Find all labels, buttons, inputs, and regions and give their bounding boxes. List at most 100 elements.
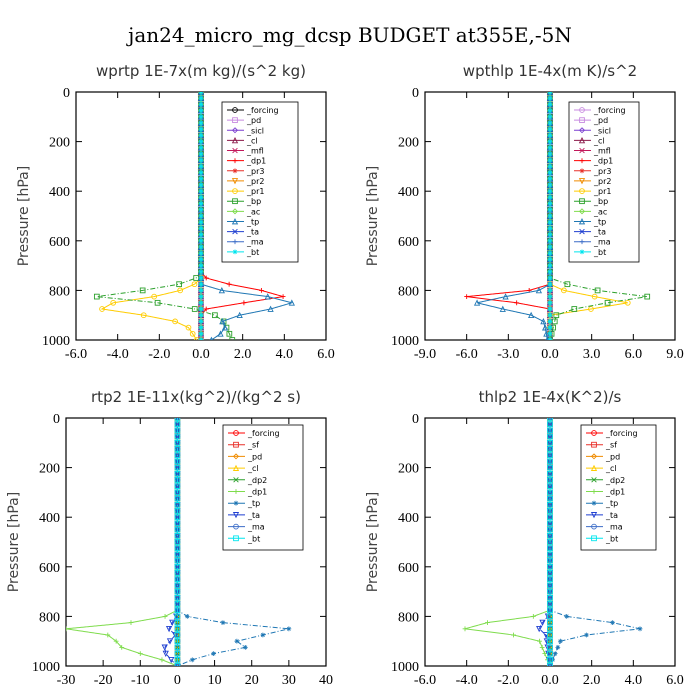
data-point: [162, 650, 169, 658]
data-point: [174, 526, 181, 533]
data-point: [267, 305, 274, 312]
x-tick-label: 2.0: [583, 673, 601, 688]
data-point: [547, 213, 553, 219]
data-point: [198, 232, 204, 237]
legend-label: _pd: [247, 452, 262, 461]
legend-label: _dp2: [605, 476, 625, 485]
data-point: [191, 281, 198, 288]
data-point: [174, 433, 181, 440]
legend-marker: [579, 228, 585, 235]
data-point: [547, 232, 553, 237]
data-point: [203, 306, 209, 312]
chart-panels: wprtp 1E-7x(m kg)/(s^2 kg) Pressure [hPa]…: [6, 62, 684, 688]
data-point: [547, 607, 553, 614]
legend-marker: [233, 441, 239, 448]
data-point: [547, 207, 553, 213]
data-point: [547, 306, 553, 312]
data-point: [540, 317, 547, 325]
data-point: [166, 638, 174, 645]
data-point: [547, 601, 553, 607]
legend-label: _tp: [246, 217, 259, 226]
data-point: [547, 418, 553, 421]
legend-marker: [579, 188, 585, 194]
data-point: [119, 645, 125, 650]
data-point: [198, 300, 204, 306]
data-point: [198, 312, 204, 318]
legend-label: _forcing: [605, 429, 638, 438]
y-tick-label: 600: [398, 235, 419, 250]
legend-marker: [232, 198, 238, 205]
legend-marker: [590, 464, 598, 471]
data-point: [499, 305, 506, 312]
data-point: [547, 188, 553, 194]
data-point: [174, 477, 181, 483]
data-point: [198, 114, 204, 120]
data-point: [174, 576, 181, 583]
data-point: [105, 632, 111, 638]
x-tick-label: 4.0: [625, 673, 643, 688]
data-point: [198, 170, 204, 175]
data-point: [539, 619, 546, 627]
series-group: [462, 418, 643, 666]
data-point: [221, 324, 229, 331]
data-point: [547, 551, 553, 558]
data-point: [198, 95, 204, 101]
data-point: [110, 299, 117, 306]
x-tick-label: -4.0: [456, 673, 478, 688]
data-point: [220, 620, 226, 625]
data-point: [198, 294, 204, 299]
legend-label: _ta: [593, 228, 606, 237]
legend-marker: [578, 136, 586, 144]
legend-label: _sf: [247, 441, 259, 450]
legend: _forcing_pd_sicl_cl_mfl_dp1_pr3_pr2_pr1_…: [568, 101, 640, 263]
data-point: [198, 195, 204, 200]
data-point: [547, 439, 553, 446]
y-tick-label: 800: [39, 610, 60, 625]
data-point: [547, 619, 553, 626]
data-point: [151, 293, 157, 300]
y-axis-label: Pressure [hPa]: [365, 166, 381, 266]
data-point: [547, 294, 553, 299]
panel-title: wpthlp 1E-4x(m K)/s^2: [463, 62, 637, 80]
legend-marker: [579, 117, 585, 123]
y-tick-label: 0: [53, 412, 60, 427]
data-point: [537, 638, 542, 644]
x-tick-label: 20: [245, 673, 259, 688]
x-tick-label: -6.0: [65, 347, 87, 362]
data-point: [99, 306, 105, 312]
data-point: [172, 318, 178, 325]
data-point: [547, 656, 553, 663]
chart-panel-2: wpthlp 1E-4x(m K)/s^2 Pressure [hPa] -9.0 -…: [365, 62, 684, 362]
legend-marker: [232, 249, 238, 255]
data-point: [198, 250, 204, 256]
x-tick-label: 10: [208, 673, 222, 688]
data-point: [174, 625, 181, 632]
data-point: [547, 446, 553, 452]
data-point: [162, 614, 168, 619]
data-point: [198, 188, 204, 194]
data-point: [236, 311, 243, 319]
data-point: [161, 644, 168, 651]
y-tick-label: 400: [398, 511, 419, 526]
data-point: [553, 312, 560, 319]
data-point: [547, 483, 553, 490]
y-tick-label: 0: [412, 86, 419, 101]
series-group: [66, 418, 292, 666]
data-point: [93, 293, 100, 300]
data-point: [198, 151, 204, 157]
data-point: [547, 201, 553, 206]
data-point: [198, 133, 204, 138]
legend-marker: [578, 218, 586, 225]
data-point: [535, 286, 543, 294]
legend-marker: [233, 477, 239, 483]
data-point: [547, 95, 553, 101]
data-point: [174, 489, 181, 496]
legend: _forcing _sf _pd _cl _dp2 _dp1 _tp _ta _ma _bt: [222, 424, 304, 551]
data-point: [140, 312, 147, 319]
legend-label: _ac: [593, 207, 607, 216]
data-point: [159, 657, 165, 663]
data-point: [561, 287, 567, 294]
legend-marker: [578, 208, 586, 215]
data-point: [198, 263, 204, 268]
y-tick-label: 1000: [32, 660, 60, 675]
